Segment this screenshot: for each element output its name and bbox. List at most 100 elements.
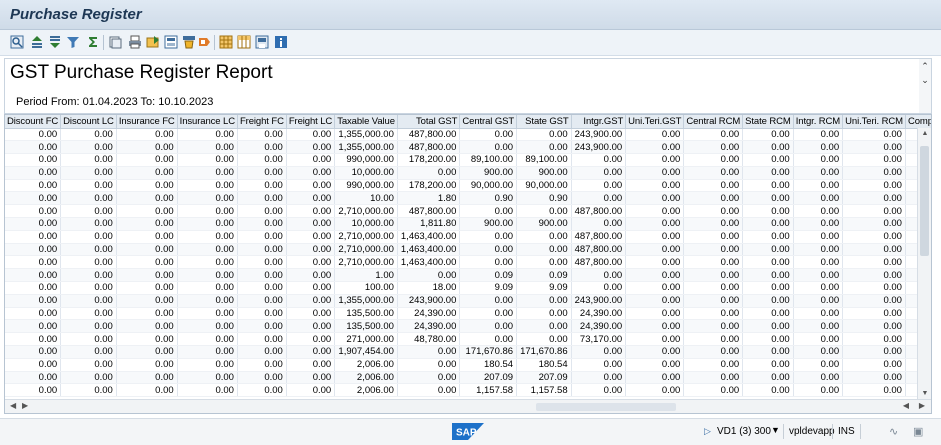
table-cell[interactable]: 0.00 [793, 179, 844, 193]
table-cell[interactable]: 0.00 [742, 307, 794, 321]
scroll-right-icon[interactable]: ▶ [918, 401, 925, 410]
table-cell[interactable]: 0.00 [116, 281, 178, 295]
table-cell[interactable]: 0.90 [516, 191, 572, 206]
table-cell[interactable]: 0.00 [177, 383, 238, 398]
column-header[interactable]: Taxable Value [334, 115, 398, 129]
table-cell[interactable]: 0.00 [177, 358, 238, 372]
table-cell[interactable]: 0.00 [116, 140, 178, 155]
table-cell[interactable]: 135,500.00 [334, 307, 398, 321]
table-cell[interactable]: 0.00 [516, 307, 572, 321]
table-cell[interactable]: 0.00 [742, 153, 794, 167]
table-cell[interactable]: 0.00 [571, 166, 627, 180]
table-row[interactable]: 0.00 0.00 0.00 0.00 0.00 0.00 990,000.00 178,20… [5, 179, 931, 193]
table-cell[interactable]: 0.00 [742, 319, 794, 334]
table-cell[interactable]: 1,355,000.00 [334, 294, 398, 308]
table-cell[interactable]: 0.00 [742, 140, 794, 155]
table-cell[interactable]: 0.00 [842, 255, 906, 270]
table-cell[interactable]: 0.00 [625, 204, 685, 219]
table-cell[interactable]: 0.00 [683, 268, 744, 283]
column-header[interactable]: Insurance FC [116, 115, 178, 129]
table-cell[interactable]: 0.00 [571, 179, 627, 193]
table-cell[interactable]: 0.00 [625, 191, 685, 206]
table-cell[interactable]: 0.00 [793, 307, 844, 321]
table-cell[interactable]: 0.00 [60, 204, 117, 219]
table-cell[interactable]: 0.00 [286, 268, 336, 283]
table-cell[interactable]: 0.00 [177, 191, 238, 206]
total-icon[interactable] [86, 35, 100, 49]
table-cell[interactable]: 0.00 [571, 217, 627, 231]
table-cell[interactable]: 0.00 [516, 128, 572, 142]
play-icon[interactable]: ▷ [704, 426, 711, 436]
table-cell[interactable]: 0.00 [397, 345, 461, 359]
table-cell[interactable]: 0.00 [516, 140, 572, 155]
table-cell[interactable]: 171,670.86 [516, 345, 572, 359]
table-cell[interactable]: 0.00 [683, 358, 744, 372]
table-cell[interactable]: 0.00 [683, 345, 744, 359]
chevron-up-icon[interactable]: ⌃ [921, 61, 929, 71]
table-cell[interactable]: 0.00 [116, 358, 178, 372]
table-cell[interactable]: 1,355,000.00 [334, 140, 398, 155]
table-cell[interactable]: 990,000.00 [334, 179, 398, 193]
table-cell[interactable]: 0.00 [60, 294, 117, 308]
table-cell[interactable]: 0.00 [60, 140, 117, 155]
table-cell[interactable]: 0.00 [742, 166, 794, 180]
table-cell[interactable]: 0.00 [793, 255, 844, 270]
table-cell[interactable]: 1.00 [334, 268, 398, 283]
table-cell[interactable]: 0.00 [625, 371, 685, 385]
table-cell[interactable]: 0.00 [842, 294, 906, 308]
table-cell[interactable]: 73,170.00 [571, 332, 627, 347]
table-cell[interactable]: 0.00 [793, 166, 844, 180]
table-cell[interactable]: 900.00 [459, 166, 518, 180]
table-row[interactable]: 0.00 0.00 0.00 0.00 0.00 0.00 1,355,000.00 243,… [5, 294, 931, 308]
table-cell[interactable]: 0.00 [237, 307, 287, 321]
table-cell[interactable]: 1,463,400.00 [397, 243, 461, 257]
table-cell[interactable]: 0.00 [5, 230, 62, 244]
table-cell[interactable]: 0.00 [116, 383, 178, 398]
select-layout-icon[interactable] [237, 35, 251, 49]
table-cell[interactable]: 171,670.86 [459, 345, 518, 359]
table-cell[interactable]: 0.00 [5, 179, 62, 193]
table-cell[interactable]: 0.00 [286, 153, 336, 167]
table-cell[interactable]: 2,710,000.00 [334, 243, 398, 257]
table-row[interactable]: 0.00 0.00 0.00 0.00 0.00 0.00 135,500.00 24,390… [5, 307, 931, 321]
scroll-up-icon[interactable]: ▲ [921, 130, 929, 137]
table-cell[interactable]: 1.80 [397, 191, 461, 206]
table-cell[interactable]: 0.00 [237, 332, 287, 347]
column-header[interactable]: Total GST [397, 115, 461, 129]
table-cell[interactable]: 1,907,454.00 [334, 345, 398, 359]
table-cell[interactable]: 487,800.00 [397, 140, 461, 155]
table-cell[interactable]: 0.00 [286, 281, 336, 295]
horizontal-scrollbar[interactable]: ◀ ▶ ◀ ▶ [5, 399, 931, 413]
table-cell[interactable]: 2,006.00 [334, 358, 398, 372]
table-cell[interactable]: 0.00 [5, 217, 62, 231]
info-icon[interactable] [274, 35, 288, 49]
table-cell[interactable]: 0.00 [793, 217, 844, 231]
column-header[interactable]: State RCM [742, 115, 794, 129]
table-cell[interactable]: 0.00 [286, 191, 336, 206]
table-cell[interactable]: 0.00 [683, 153, 744, 167]
details-icon[interactable] [10, 35, 24, 49]
table-cell[interactable]: 0.00 [116, 332, 178, 347]
table-cell[interactable]: 0.00 [793, 371, 844, 385]
table-cell[interactable]: 0.00 [516, 319, 572, 334]
table-cell[interactable]: 0.00 [60, 230, 117, 244]
table-cell[interactable]: 0.00 [286, 243, 336, 257]
column-header[interactable]: Discount LC [60, 115, 117, 129]
table-cell[interactable]: 0.00 [237, 128, 287, 142]
scroll-left-icon[interactable]: ◀ [10, 401, 17, 410]
table-cell[interactable]: 1,463,400.00 [397, 255, 461, 270]
table-cell[interactable]: 0.00 [60, 281, 117, 295]
table-cell[interactable]: 0.00 [5, 204, 62, 219]
chevron-down-icon[interactable]: ▼ [771, 425, 780, 435]
table-cell[interactable]: 10,000.00 [334, 166, 398, 180]
table-cell[interactable]: 89,100.00 [516, 153, 572, 167]
table-cell[interactable]: 0.00 [683, 281, 744, 295]
table-cell[interactable]: 0.00 [683, 307, 744, 321]
table-cell[interactable]: 0.00 [842, 371, 906, 385]
table-cell[interactable]: 0.00 [625, 332, 685, 347]
table-cell[interactable]: 0.00 [683, 179, 744, 193]
table-cell[interactable]: 0.00 [397, 358, 461, 372]
table-cell[interactable]: 0.00 [793, 204, 844, 219]
table-cell[interactable]: 0.00 [5, 332, 62, 347]
table-cell[interactable]: 0.90 [459, 191, 518, 206]
